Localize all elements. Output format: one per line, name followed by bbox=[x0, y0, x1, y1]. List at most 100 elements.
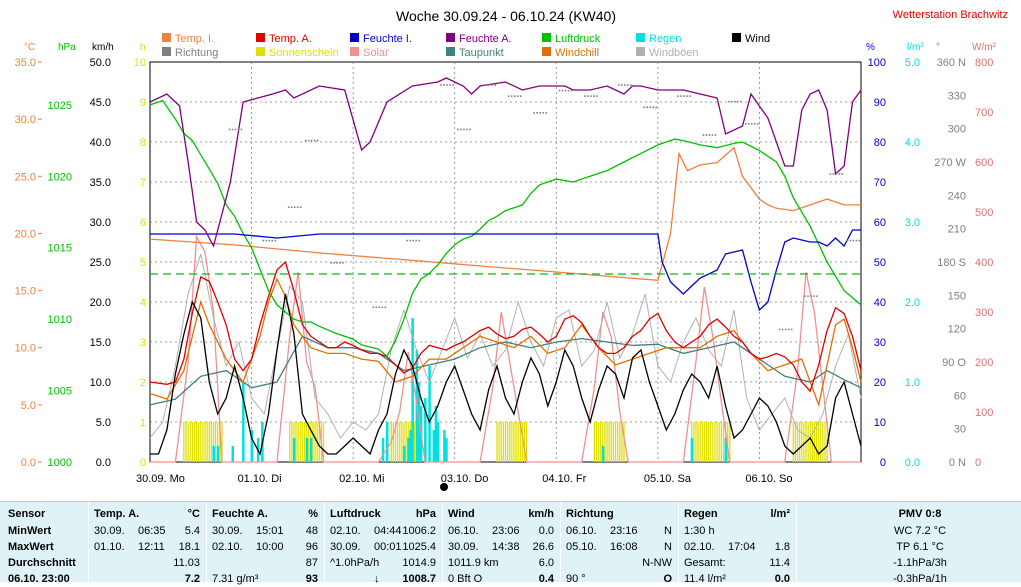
x-tick-label: 05.10. Sa bbox=[644, 473, 692, 485]
direction-point bbox=[711, 134, 714, 136]
stats-cell: 23:06 bbox=[492, 525, 520, 537]
direction-point bbox=[624, 84, 626, 86]
stats-column-feuchte: Feuchte A.% 30.09. 15:01 48 02.10. 10:00 96 87 7… bbox=[212, 502, 318, 585]
direction-point bbox=[584, 95, 586, 97]
axis-tick-direction: 90 O bbox=[942, 357, 966, 369]
direction-point bbox=[482, 84, 485, 86]
axis-tick-humidity: 50 bbox=[874, 257, 886, 269]
stats-value: 7.2 bbox=[184, 573, 200, 585]
rain-bar bbox=[690, 438, 694, 462]
axis-unit-solar: W/m² bbox=[972, 42, 997, 53]
pmv-row: -0.3hPa/1h bbox=[893, 573, 947, 585]
stats-value: 11.4 bbox=[769, 557, 790, 569]
rain-bar bbox=[443, 430, 446, 462]
direction-point bbox=[384, 306, 387, 309]
axis-tick-humidity: 80 bbox=[874, 137, 886, 149]
stats-value: 96 bbox=[305, 541, 318, 553]
direction-point bbox=[683, 95, 685, 97]
rain-bar bbox=[724, 438, 728, 462]
direction-point bbox=[333, 262, 335, 264]
stats-cell: 7.31 g/m³ bbox=[212, 573, 259, 585]
direction-point bbox=[460, 128, 462, 131]
axis-tick-humidity: 100 bbox=[868, 57, 886, 69]
stats-value: 48 bbox=[305, 525, 318, 537]
stats-value: 11.03 bbox=[173, 557, 200, 569]
legend-swatch-wind bbox=[732, 33, 741, 42]
axis-tick-rain: 1.0 bbox=[905, 377, 920, 389]
direction-point bbox=[457, 128, 459, 131]
direction-point bbox=[466, 128, 468, 131]
axis-tick-direction: 300 bbox=[948, 124, 966, 136]
axis-tick-direction: 270 W bbox=[934, 157, 966, 169]
stats-value: 26.6 bbox=[532, 541, 554, 553]
direction-point bbox=[307, 139, 310, 142]
direction-point bbox=[593, 95, 595, 97]
legend-label-feuchte_a: Feuchte A. bbox=[459, 33, 512, 45]
direction-point bbox=[262, 239, 265, 242]
stats-value: 93 bbox=[305, 573, 318, 585]
legend-swatch-windchill bbox=[542, 47, 551, 56]
stats-unit-wind: km/h bbox=[528, 508, 554, 520]
direction-point bbox=[858, 239, 861, 242]
axis-tick-pressure: 1010 bbox=[48, 314, 72, 326]
direction-point bbox=[231, 128, 234, 131]
stats-unit-luftdruck: hPa bbox=[415, 508, 436, 520]
current-time-marker bbox=[440, 483, 448, 491]
rain-bar bbox=[216, 446, 220, 462]
axis-unit-sun: h bbox=[140, 42, 146, 53]
axis-tick-direction: 360 N bbox=[937, 57, 966, 69]
direction-point bbox=[440, 84, 442, 86]
direction-point bbox=[240, 128, 243, 131]
direction-point bbox=[590, 95, 592, 97]
axis-tick-humidity: 40 bbox=[874, 297, 886, 309]
legend-label-sonnenschein: Sonnenschein bbox=[269, 47, 339, 59]
axis-tick-sun: 5 bbox=[140, 257, 146, 269]
x-tick-label: 06.10. So bbox=[745, 473, 792, 485]
axis-tick-pressure: 1025 bbox=[48, 100, 72, 112]
legend-swatch-luftdruck bbox=[542, 33, 551, 42]
direction-point bbox=[702, 134, 705, 136]
stats-cell: 01.10. bbox=[94, 541, 125, 553]
direction-point bbox=[519, 95, 522, 97]
direction-point bbox=[536, 112, 538, 114]
stats-cell: 11.4 l/m² bbox=[684, 573, 726, 585]
stats-cell: 15:01 bbox=[256, 525, 284, 537]
direction-point bbox=[570, 89, 573, 92]
axis-tick-sun: 0 bbox=[140, 457, 146, 469]
direction-point bbox=[734, 100, 736, 103]
axis-tick-solar: 700 bbox=[975, 107, 993, 119]
direction-point bbox=[829, 173, 832, 175]
direction-point bbox=[516, 95, 519, 97]
axis-tick-humidity: 70 bbox=[874, 177, 886, 189]
axis-tick-sun: 7 bbox=[140, 177, 146, 189]
direction-point bbox=[304, 139, 307, 142]
stats-column-temp: Temp. A. °C 30.09. 06:35 5.4 01.10. 12:11 18.1 1… bbox=[94, 502, 200, 585]
axis-tick-sun: 8 bbox=[140, 137, 146, 149]
direction-point bbox=[689, 95, 691, 97]
stats-value: 5.4 bbox=[184, 525, 200, 537]
stats-cell: ^1.0hPa/h bbox=[330, 557, 380, 569]
stats-sensor-head: Sensor bbox=[8, 508, 46, 520]
stats-panel: Sensor MinWert MaxWert Durchschnitt 06.1… bbox=[0, 501, 1021, 585]
direction-point bbox=[621, 84, 623, 86]
legend-label-windboeen: Windböen bbox=[649, 47, 699, 59]
stats-cell: 30.09. bbox=[330, 541, 361, 553]
axis-tick-wind: 35.0 bbox=[90, 177, 111, 189]
direction-point bbox=[731, 100, 733, 103]
direction-point bbox=[784, 328, 787, 331]
direction-point bbox=[330, 262, 332, 264]
direction-point bbox=[316, 139, 319, 142]
direction-point bbox=[313, 139, 316, 142]
axis-tick-direction: 180 S bbox=[937, 257, 966, 269]
stats-cell: 02.10. bbox=[330, 525, 361, 537]
stats-column-richtung: Richtung 06.10. 23:16 N 05.10. 16:08 N N-NW 90 °… bbox=[566, 502, 672, 585]
stats-label-avg: Durchschnitt bbox=[8, 557, 76, 569]
legend-label-richtung: Richtung bbox=[175, 47, 218, 59]
axis-tick-wind: 10.0 bbox=[90, 377, 111, 389]
weather-chart: Woche 30.09.24 - 06.10.24 (KW40) Wetters… bbox=[15, 8, 1008, 491]
rain-bar bbox=[402, 446, 406, 462]
direction-point bbox=[296, 206, 299, 209]
axis-tick-sun: 4 bbox=[140, 297, 146, 309]
axis-tick-solar: 800 bbox=[975, 57, 993, 69]
legend-swatch-feuchte_a bbox=[446, 33, 455, 42]
